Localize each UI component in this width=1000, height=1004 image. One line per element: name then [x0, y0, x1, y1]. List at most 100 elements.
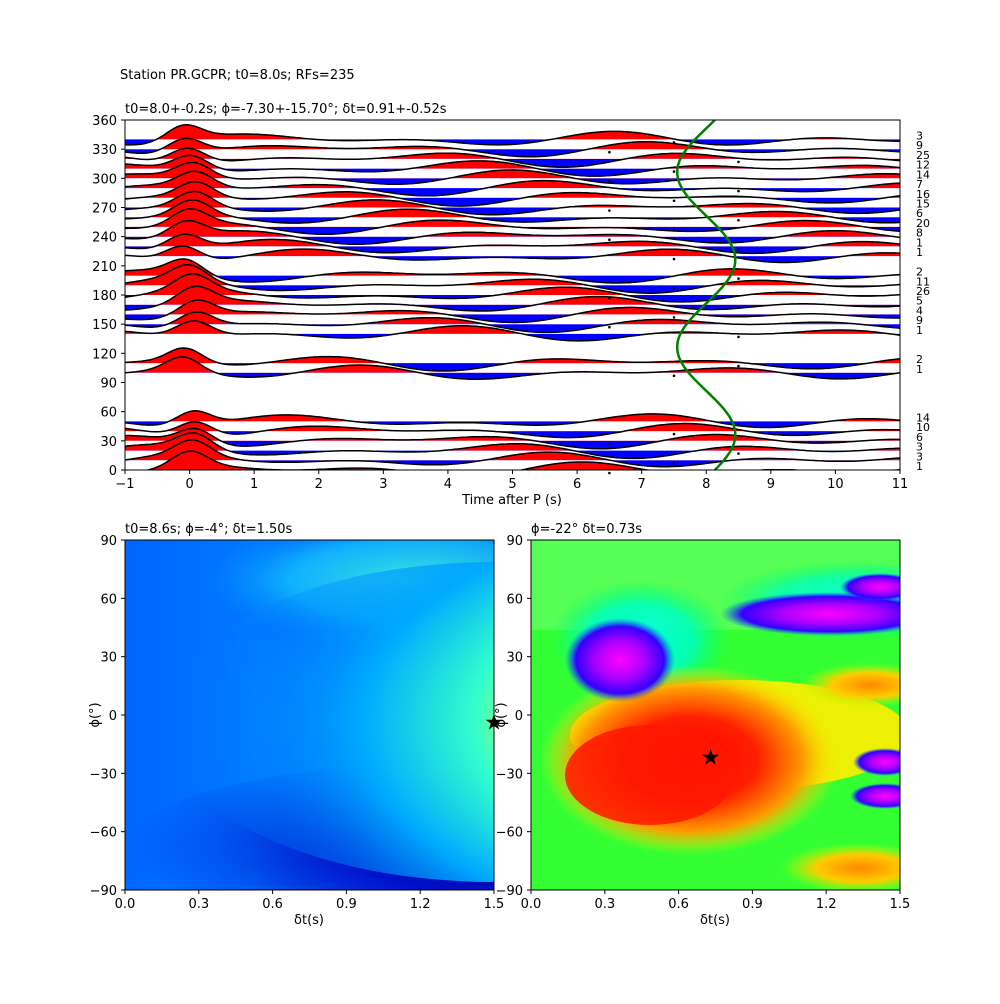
rf-trace-negative-fill [125, 372, 900, 380]
rf-count-label: 6 [916, 207, 923, 220]
rf-pick-dot [672, 170, 676, 173]
rf-trace-line [125, 208, 900, 236]
rf-y-axis: 0 30 60 90 120 150 180 210 240 270 300 330 360 [92, 114, 125, 479]
rf-count-label: 3 [916, 129, 923, 142]
rf-pick-dot [672, 141, 676, 144]
rf-trace-line [125, 147, 900, 168]
energy-map-right-title: ϕ=-22° δt=0.73s [531, 522, 642, 537]
rf-y-tick-label: 360 [92, 114, 117, 129]
rf-trace-line [125, 427, 900, 450]
rf-trace-line [125, 356, 900, 381]
rf-trace-line [125, 137, 900, 158]
rf-x-tick-label: 8 [702, 477, 710, 492]
rf-count-label: 3 [916, 450, 923, 463]
energy-map-y-tick-label: −90 [496, 884, 523, 899]
energy-map-right-x-label: δt(s) [700, 913, 730, 928]
rf-x-tick-label: −1 [115, 477, 134, 492]
rf-pick-dot [672, 462, 676, 465]
rf-count-label: 14 [916, 411, 930, 424]
energy-map-x-tick-label: 0.0 [521, 897, 542, 912]
rf-trace-positive-fill [125, 258, 900, 276]
rf-count-label: 3 [916, 441, 923, 454]
rf-y-tick-label: 210 [92, 260, 117, 275]
energy-map-x-tick-label: 0.3 [594, 897, 615, 912]
rf-x-tick-label: 6 [573, 477, 581, 492]
energy-map-left-field [125, 540, 494, 890]
rf-x-tick-label: 10 [827, 477, 844, 492]
energy-map-x-tick-label: 1.5 [890, 897, 911, 912]
rf-trace-positive-fill [125, 348, 900, 364]
rf-count-label: 1 [916, 324, 923, 337]
rf-y-tick-label: 90 [100, 377, 117, 392]
energy-map-x-tick-label: 1.2 [816, 897, 837, 912]
energy-map-left-title: t0=8.6s; ϕ=-4°; δt=1.50s [125, 522, 293, 537]
rf-trace-positive-fill [125, 451, 900, 470]
rf-y-tick-label: 330 [92, 143, 117, 158]
rf-count-label: 1 [916, 246, 923, 259]
rf-count-label: 1 [916, 460, 923, 473]
rf-pick-dot [737, 189, 740, 193]
rf-trace-negative-fill [125, 226, 900, 235]
energy-map-y-tick-label: 30 [100, 651, 117, 666]
rf-pick-dot [737, 452, 740, 455]
rf-pick-dot [737, 277, 740, 280]
energy-map-x-tick-label: 0.6 [668, 897, 689, 912]
rf-trace-line [125, 154, 900, 177]
rf-pick-dot [737, 248, 740, 251]
rf-trace-negative-fill [125, 324, 900, 333]
rf-pick-dot [672, 228, 676, 232]
rf-pick-dot [737, 335, 740, 339]
energy-map-y-tick-label: −30 [90, 767, 117, 782]
energy-map-left: t0=8.6s; ϕ=-4°; δt=1.50s ★ 0.0 0.3 0.6 0.9 1… [88, 522, 504, 928]
energy-map-y-tick-label: 30 [506, 651, 523, 666]
rf-trace-negative-fill [125, 285, 900, 294]
energy-map-right-field [531, 540, 900, 890]
rf-pick-dot [608, 471, 611, 475]
rf-y-tick-label: 180 [92, 289, 117, 304]
rf-pick-dot [608, 296, 611, 300]
rf-trace-line [125, 320, 900, 342]
energy-map-left-y-label: ϕ(°) [88, 702, 103, 727]
rf-count-label: 2 [916, 266, 923, 279]
energy-map-right-y-axis: 90 60 30 0 −30 −60 −90 [496, 534, 531, 899]
rf-x-tick-label: 7 [638, 477, 646, 492]
rf-count-label: 10 [916, 421, 930, 434]
rf-x-tick-label: 4 [444, 477, 452, 492]
rf-y-tick-label: 240 [92, 231, 117, 246]
rf-trace-negative-fill [125, 333, 900, 341]
rf-trace-negative-fill [146, 431, 854, 438]
rf-trace-line [125, 245, 900, 264]
rf-trace-line [125, 432, 900, 460]
rf-trace-negative-fill [125, 207, 900, 215]
energy-map-y-tick-label: 0 [515, 709, 523, 724]
energy-map-y-tick-label: −60 [496, 826, 523, 841]
rf-trace-line [125, 180, 900, 207]
rf-count-label: 9 [916, 314, 923, 327]
rf-trace-negative-fill [222, 168, 794, 177]
rf-y-tick-label: 30 [100, 435, 117, 450]
energy-map-left-y-axis: 90 60 30 0 −30 −60 −90 [90, 534, 125, 899]
rf-y-tick-label: 120 [92, 347, 117, 362]
rf-trace-negative-fill [125, 314, 900, 323]
rf-count-label: 20 [916, 217, 930, 230]
rf-y-tick-label: 300 [92, 172, 117, 187]
rf-y-tick-label: 270 [92, 202, 117, 217]
energy-map-right: ϕ=-22° δt=0.73s ★ 0.0 0.3 0.6 0.9 1.2 1.5 [494, 522, 911, 928]
rf-trace-line [125, 170, 900, 197]
rf-pick-dot [608, 209, 611, 212]
rf-count-label: 14 [916, 168, 930, 181]
rf-trace-line [125, 439, 900, 468]
rf-count-label: 7 [916, 178, 923, 191]
energy-map-x-tick-label: 0.3 [188, 897, 209, 912]
rf-pick-dot [737, 306, 740, 310]
rf-trace-line [125, 273, 900, 303]
rf-trace-line [125, 285, 900, 312]
rf-trace-positive-fill [138, 181, 900, 198]
rf-trace-line [125, 311, 900, 334]
rf-count-label: 15 [916, 198, 930, 211]
rf-count-label: 8 [916, 227, 923, 240]
rf-x-tick-label: 11 [892, 477, 909, 492]
rf-x-axis-label: Time after P (s) [461, 493, 562, 508]
rf-count-label: 16 [916, 188, 930, 201]
